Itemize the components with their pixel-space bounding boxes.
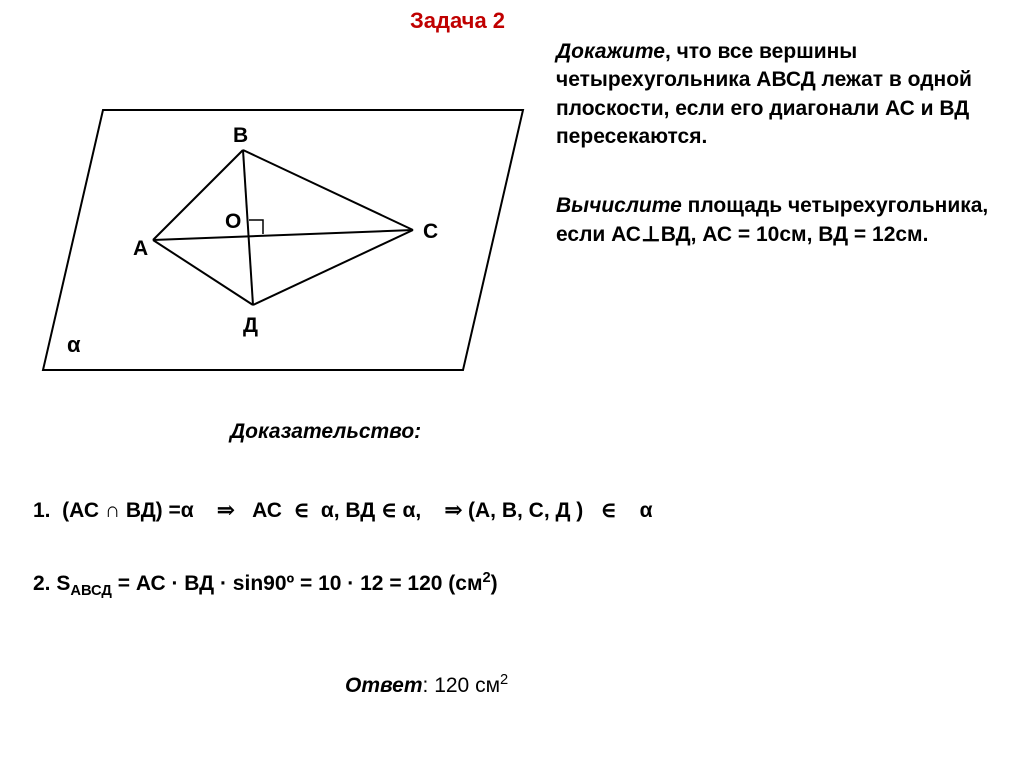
right-angle-marker (249, 220, 263, 234)
edge-CD (253, 230, 413, 305)
diag-AC (153, 230, 413, 240)
edge-BC (243, 150, 413, 230)
label-O: О (225, 210, 241, 233)
label-A: А (133, 237, 148, 260)
proof-step-2: 2. SАВСД = АС · ВД · sin90º = 10 · 12 = … (33, 570, 498, 599)
alpha-label: α (67, 332, 81, 357)
task-title: Задача 2 (410, 8, 505, 34)
problem-statement-1: Докажите, что все вершины четырехугольни… (556, 38, 1006, 151)
plane-alpha (43, 110, 523, 370)
answer: Ответ: 120 см2 (345, 672, 508, 698)
diag-BD (243, 150, 253, 305)
label-C: С (423, 220, 438, 243)
problem-statement-2: Вычислите площадь четырехугольника, если… (556, 192, 1006, 250)
label-D: Д (243, 314, 258, 337)
edge-DA (153, 240, 253, 305)
geometry-diagram: α А В С Д О (33, 70, 533, 390)
proof-step-1: 1. (АС ∩ ВД) =α ⇒ АС ∈ α, ВД ∈ α, ⇒ (А, … (33, 498, 653, 523)
proof-heading: Доказательство: (230, 420, 421, 444)
label-B: В (233, 124, 248, 147)
